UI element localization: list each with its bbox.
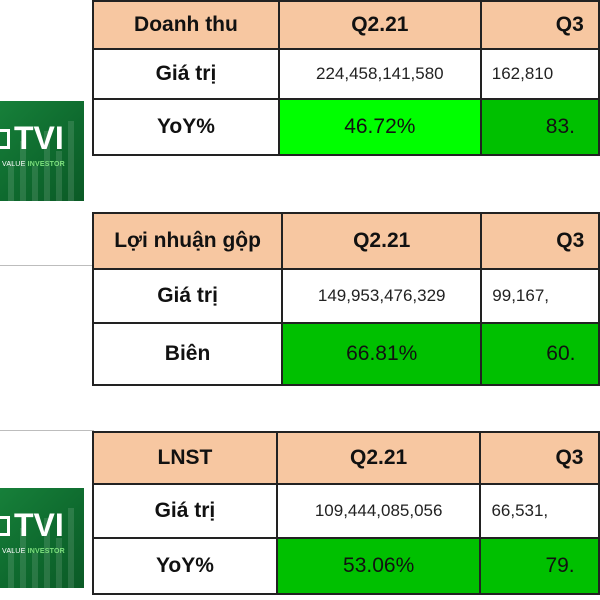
column-header: Q2.21 <box>277 0 482 50</box>
table-title: LNST <box>92 431 278 485</box>
value-cell: 162,810 <box>479 48 600 100</box>
logo-tagline: VALUE INVESTOR <box>2 161 65 168</box>
percent-cell: 66.81% <box>281 322 483 386</box>
value-cell: 224,458,141,580 <box>277 48 482 100</box>
logo-text: TVI <box>14 120 64 156</box>
value-cell: 99,167, <box>480 268 600 324</box>
column-header: Q2.21 <box>281 212 483 270</box>
tvi-mark-icon <box>0 516 10 536</box>
column-header: Q3 <box>479 431 600 485</box>
logo-text: TVI <box>14 507 64 543</box>
tvi-mark-icon <box>0 129 10 149</box>
row-label: YoY% <box>92 98 280 156</box>
tvi-logo: TVI VALUE INVESTOR <box>0 101 84 201</box>
row-label: YoY% <box>92 537 278 595</box>
row-label: Giá trị <box>92 48 280 100</box>
divider <box>0 430 94 431</box>
table-title: Lợi nhuận gộp <box>91 212 284 270</box>
value-cell: 66,531, <box>479 483 600 539</box>
tvi-logo: TVI VALUE INVESTOR <box>0 488 84 588</box>
percent-cell: 60. <box>480 322 600 386</box>
row-label: Giá trị <box>92 483 278 539</box>
net-profit-table: LNST Q2.21 Q3 Giá trị 109,444,085,056 66… <box>92 431 600 595</box>
percent-cell: 83. <box>479 98 600 156</box>
percent-cell: 79. <box>479 537 600 595</box>
gross-profit-table: Lợi nhuận gộp Q2.21 Q3 Giá trị 149,953,4… <box>91 212 600 386</box>
revenue-table: Doanh thu Q2.21 Q3 Giá trị 224,458,141,5… <box>92 0 600 156</box>
divider <box>0 265 94 266</box>
value-cell: 149,953,476,329 <box>281 268 483 324</box>
column-header: Q3 <box>479 0 600 50</box>
row-label: Biên <box>91 322 284 386</box>
value-cell: 109,444,085,056 <box>275 483 482 539</box>
percent-cell: 53.06% <box>275 537 482 595</box>
column-header: Q3 <box>480 212 600 270</box>
table-title: Doanh thu <box>92 0 280 50</box>
logo-tagline: VALUE INVESTOR <box>2 548 65 555</box>
percent-cell: 46.72% <box>277 98 482 156</box>
row-label: Giá trị <box>91 268 284 324</box>
column-header: Q2.21 <box>275 431 482 485</box>
